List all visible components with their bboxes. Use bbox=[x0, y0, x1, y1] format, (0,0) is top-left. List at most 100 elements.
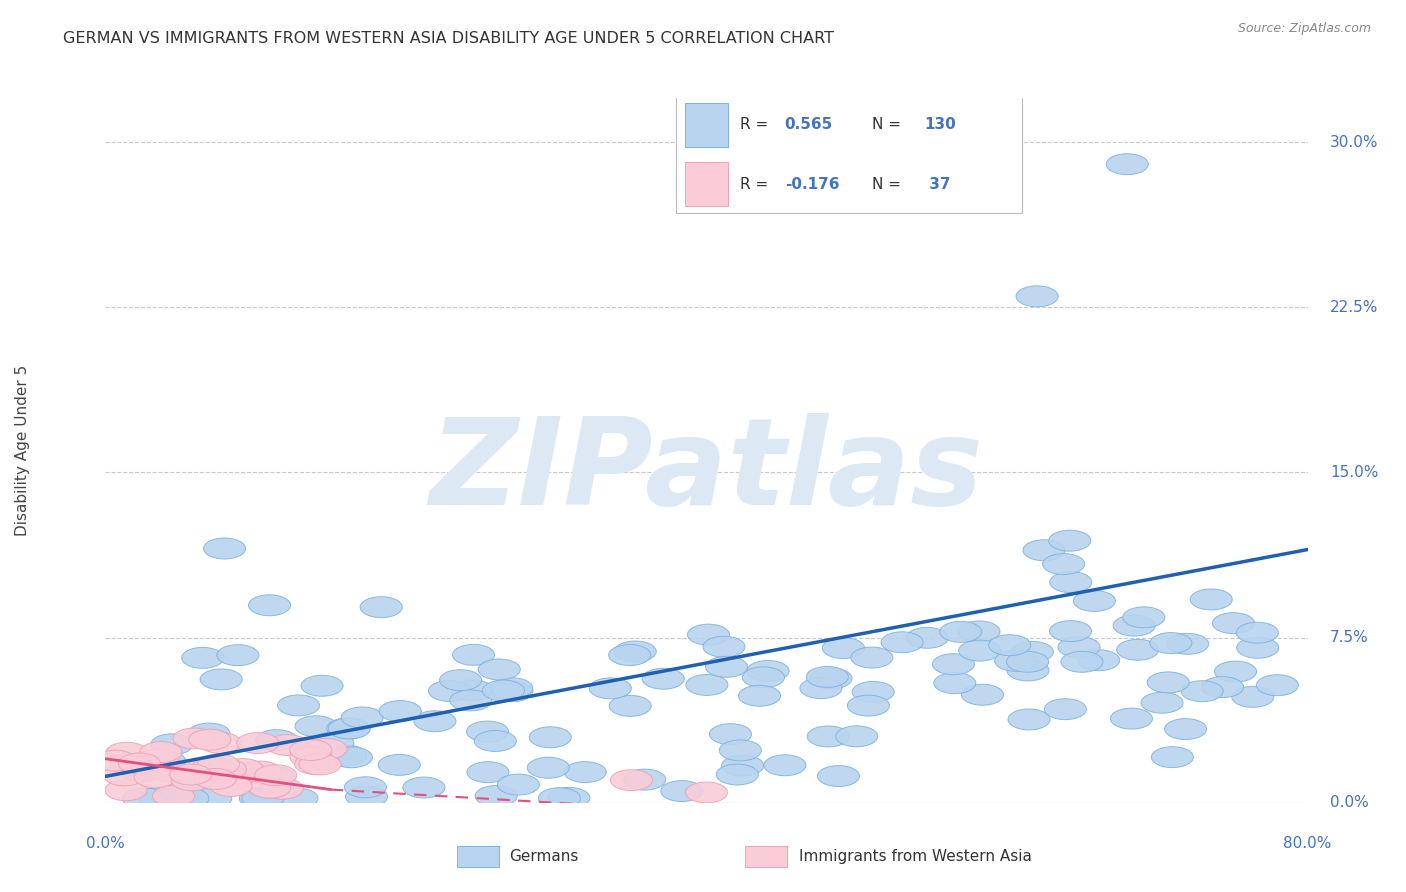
Ellipse shape bbox=[148, 761, 190, 781]
Ellipse shape bbox=[150, 734, 193, 755]
Ellipse shape bbox=[491, 681, 533, 702]
Ellipse shape bbox=[1043, 554, 1084, 574]
Ellipse shape bbox=[1123, 607, 1164, 628]
Text: N =: N = bbox=[872, 117, 905, 132]
Ellipse shape bbox=[610, 770, 652, 790]
Ellipse shape bbox=[204, 759, 246, 780]
Bar bbox=[686, 162, 727, 206]
Ellipse shape bbox=[1049, 621, 1091, 641]
Ellipse shape bbox=[94, 750, 136, 771]
Ellipse shape bbox=[200, 763, 242, 783]
Text: 0.0%: 0.0% bbox=[1330, 796, 1369, 810]
Ellipse shape bbox=[538, 788, 581, 809]
Ellipse shape bbox=[720, 740, 762, 761]
Bar bbox=[457, 846, 499, 867]
Ellipse shape bbox=[614, 641, 657, 662]
Ellipse shape bbox=[312, 732, 354, 753]
Text: 0.565: 0.565 bbox=[785, 117, 832, 132]
Ellipse shape bbox=[305, 739, 347, 759]
Ellipse shape bbox=[905, 627, 948, 648]
Ellipse shape bbox=[172, 770, 214, 790]
Ellipse shape bbox=[1237, 637, 1279, 658]
Ellipse shape bbox=[467, 721, 509, 742]
Ellipse shape bbox=[957, 621, 1000, 642]
Ellipse shape bbox=[1167, 633, 1209, 655]
Ellipse shape bbox=[200, 669, 242, 690]
Ellipse shape bbox=[217, 645, 259, 665]
Ellipse shape bbox=[806, 666, 848, 688]
Ellipse shape bbox=[851, 647, 893, 668]
Ellipse shape bbox=[988, 635, 1031, 656]
Ellipse shape bbox=[143, 751, 186, 772]
Ellipse shape bbox=[994, 650, 1036, 672]
Ellipse shape bbox=[882, 632, 924, 653]
Ellipse shape bbox=[440, 670, 482, 690]
Ellipse shape bbox=[153, 786, 194, 806]
Ellipse shape bbox=[299, 754, 340, 775]
Ellipse shape bbox=[721, 756, 763, 776]
Ellipse shape bbox=[1150, 632, 1192, 654]
Ellipse shape bbox=[239, 788, 281, 809]
Ellipse shape bbox=[1114, 615, 1156, 636]
Ellipse shape bbox=[1077, 649, 1119, 671]
Ellipse shape bbox=[188, 729, 231, 750]
Text: 37: 37 bbox=[924, 177, 950, 192]
Ellipse shape bbox=[1189, 589, 1232, 610]
Ellipse shape bbox=[262, 778, 304, 799]
Ellipse shape bbox=[474, 731, 516, 751]
Text: 130: 130 bbox=[924, 117, 956, 132]
Ellipse shape bbox=[1049, 530, 1091, 551]
Ellipse shape bbox=[823, 638, 865, 658]
Ellipse shape bbox=[661, 780, 703, 802]
Ellipse shape bbox=[155, 788, 197, 809]
Ellipse shape bbox=[1017, 285, 1059, 307]
Ellipse shape bbox=[686, 674, 728, 696]
Ellipse shape bbox=[122, 788, 165, 809]
Text: 15.0%: 15.0% bbox=[1330, 465, 1378, 480]
Ellipse shape bbox=[1152, 747, 1194, 768]
Ellipse shape bbox=[200, 732, 242, 754]
Text: R =: R = bbox=[740, 117, 773, 132]
Ellipse shape bbox=[1116, 640, 1159, 660]
Ellipse shape bbox=[706, 657, 748, 677]
Text: -0.176: -0.176 bbox=[785, 177, 839, 192]
Ellipse shape bbox=[167, 788, 209, 809]
Ellipse shape bbox=[807, 726, 849, 747]
Ellipse shape bbox=[1011, 641, 1053, 662]
Ellipse shape bbox=[326, 718, 368, 739]
Ellipse shape bbox=[249, 595, 291, 615]
Text: ZIPatlas: ZIPatlas bbox=[429, 413, 984, 530]
Ellipse shape bbox=[747, 660, 789, 681]
Ellipse shape bbox=[710, 723, 752, 745]
Ellipse shape bbox=[1062, 651, 1104, 673]
Ellipse shape bbox=[404, 777, 444, 798]
Ellipse shape bbox=[170, 764, 212, 785]
Ellipse shape bbox=[962, 684, 1004, 706]
Ellipse shape bbox=[1111, 708, 1153, 729]
Ellipse shape bbox=[800, 678, 842, 698]
FancyBboxPatch shape bbox=[676, 85, 1022, 212]
Ellipse shape bbox=[134, 767, 176, 788]
Ellipse shape bbox=[450, 690, 492, 711]
Text: 80.0%: 80.0% bbox=[1284, 836, 1331, 851]
Ellipse shape bbox=[609, 696, 651, 716]
Ellipse shape bbox=[429, 681, 471, 701]
Ellipse shape bbox=[1147, 672, 1189, 693]
Ellipse shape bbox=[378, 755, 420, 775]
Ellipse shape bbox=[301, 675, 343, 697]
Ellipse shape bbox=[852, 681, 894, 702]
Ellipse shape bbox=[763, 755, 806, 776]
Ellipse shape bbox=[236, 732, 278, 754]
Ellipse shape bbox=[643, 668, 685, 690]
Ellipse shape bbox=[1164, 719, 1206, 739]
Ellipse shape bbox=[201, 761, 243, 782]
Ellipse shape bbox=[453, 644, 495, 665]
Ellipse shape bbox=[104, 765, 146, 786]
Ellipse shape bbox=[482, 680, 524, 701]
Ellipse shape bbox=[249, 777, 291, 798]
Text: Germans: Germans bbox=[509, 849, 578, 863]
Text: R =: R = bbox=[740, 177, 773, 192]
Ellipse shape bbox=[295, 754, 336, 774]
Ellipse shape bbox=[194, 769, 236, 789]
Ellipse shape bbox=[295, 715, 337, 737]
